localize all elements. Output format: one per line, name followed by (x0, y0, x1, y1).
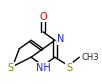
Text: NH: NH (36, 63, 50, 73)
Text: N: N (57, 34, 65, 44)
Text: CH3: CH3 (82, 53, 100, 62)
Text: S: S (66, 63, 72, 73)
Text: O: O (39, 12, 47, 22)
Text: S: S (8, 63, 14, 73)
